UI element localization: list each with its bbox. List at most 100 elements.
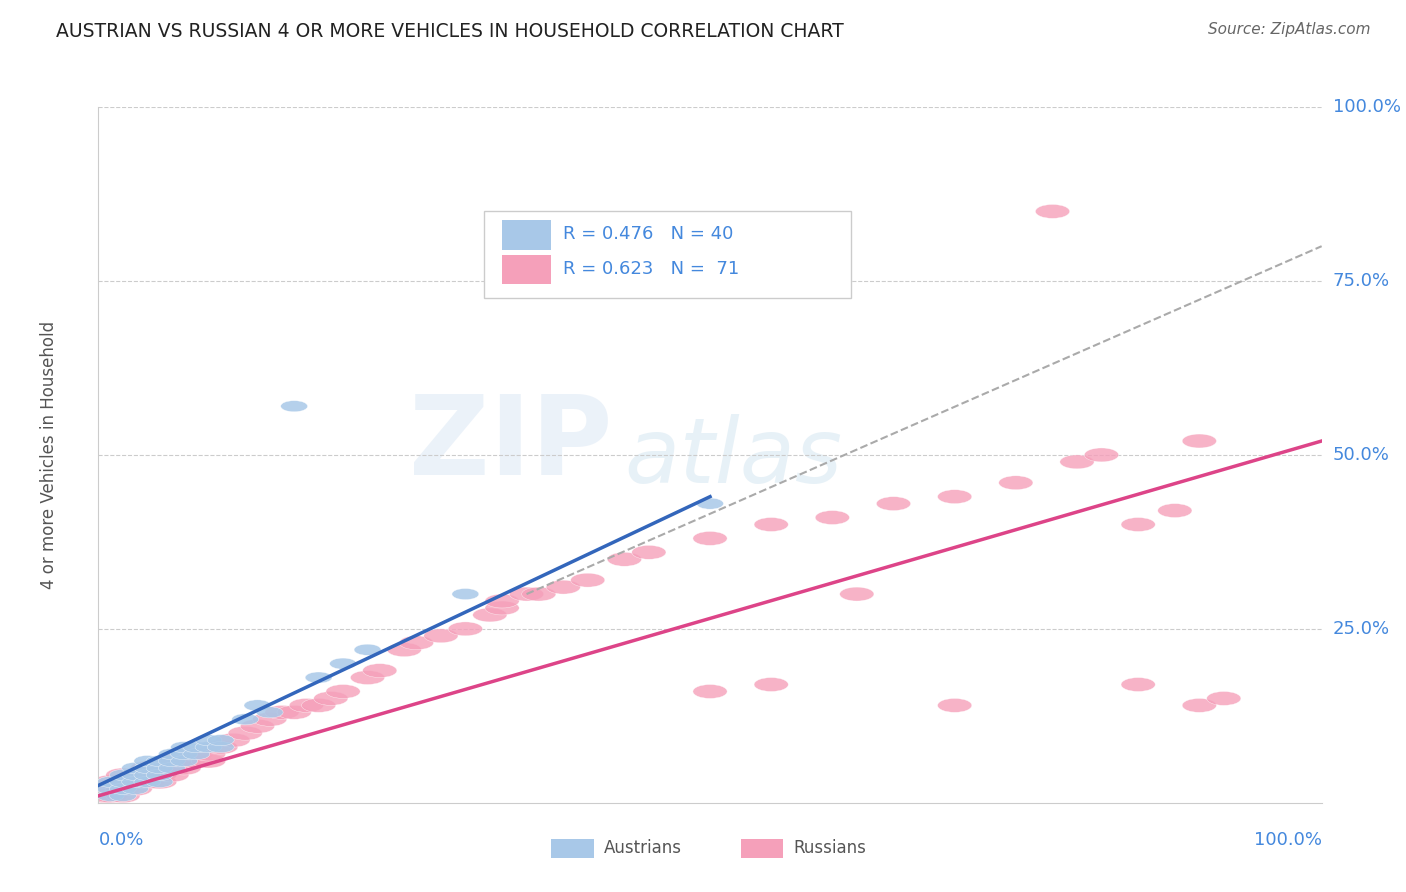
Ellipse shape	[363, 664, 396, 678]
Ellipse shape	[159, 756, 186, 766]
Ellipse shape	[290, 698, 323, 713]
Text: 75.0%: 75.0%	[1333, 272, 1391, 290]
Ellipse shape	[97, 783, 124, 795]
Ellipse shape	[195, 741, 222, 753]
Ellipse shape	[204, 740, 238, 754]
Ellipse shape	[546, 580, 581, 594]
Ellipse shape	[105, 768, 141, 782]
Ellipse shape	[305, 672, 332, 683]
Ellipse shape	[122, 763, 149, 773]
Ellipse shape	[97, 790, 124, 801]
Text: 100.0%: 100.0%	[1333, 98, 1400, 116]
Ellipse shape	[183, 741, 209, 753]
Ellipse shape	[122, 783, 149, 795]
Ellipse shape	[122, 776, 149, 788]
Ellipse shape	[301, 698, 336, 713]
Ellipse shape	[155, 761, 188, 775]
Ellipse shape	[815, 510, 849, 524]
Ellipse shape	[131, 761, 165, 775]
Ellipse shape	[179, 754, 214, 768]
Text: 0.0%: 0.0%	[98, 830, 143, 848]
Ellipse shape	[876, 497, 911, 510]
Ellipse shape	[1206, 691, 1241, 706]
Ellipse shape	[571, 574, 605, 587]
Ellipse shape	[167, 754, 201, 768]
Ellipse shape	[105, 775, 141, 789]
Ellipse shape	[281, 401, 308, 412]
Ellipse shape	[522, 587, 555, 601]
Text: R = 0.476   N = 40: R = 0.476 N = 40	[564, 226, 734, 244]
Ellipse shape	[387, 643, 422, 657]
Ellipse shape	[329, 658, 357, 669]
Ellipse shape	[131, 775, 165, 789]
Ellipse shape	[183, 748, 209, 760]
Ellipse shape	[485, 594, 519, 608]
Ellipse shape	[451, 589, 479, 599]
Ellipse shape	[170, 756, 197, 766]
Ellipse shape	[472, 608, 508, 622]
FancyBboxPatch shape	[741, 839, 783, 858]
Ellipse shape	[170, 741, 197, 753]
Ellipse shape	[485, 601, 519, 615]
Ellipse shape	[1084, 448, 1119, 462]
Ellipse shape	[693, 684, 727, 698]
Ellipse shape	[110, 776, 136, 788]
Ellipse shape	[207, 735, 235, 746]
Ellipse shape	[155, 754, 188, 768]
Ellipse shape	[607, 552, 641, 566]
Ellipse shape	[105, 782, 141, 796]
Ellipse shape	[256, 706, 283, 718]
Ellipse shape	[264, 706, 299, 719]
Text: 4 or more Vehicles in Household: 4 or more Vehicles in Household	[41, 321, 59, 589]
Text: AUSTRIAN VS RUSSIAN 4 OR MORE VEHICLES IN HOUSEHOLD CORRELATION CHART: AUSTRIAN VS RUSSIAN 4 OR MORE VEHICLES I…	[56, 22, 844, 41]
Ellipse shape	[693, 532, 727, 545]
Ellipse shape	[314, 691, 347, 706]
FancyBboxPatch shape	[551, 839, 593, 858]
Ellipse shape	[122, 770, 149, 780]
Ellipse shape	[354, 644, 381, 656]
Ellipse shape	[1182, 434, 1216, 448]
Ellipse shape	[159, 748, 186, 760]
Ellipse shape	[754, 678, 789, 691]
Ellipse shape	[1121, 678, 1156, 691]
Ellipse shape	[350, 671, 385, 684]
Ellipse shape	[118, 775, 152, 789]
Ellipse shape	[118, 768, 152, 782]
Ellipse shape	[191, 754, 225, 768]
Ellipse shape	[134, 770, 160, 780]
Ellipse shape	[155, 768, 188, 782]
Ellipse shape	[938, 490, 972, 504]
Text: Source: ZipAtlas.com: Source: ZipAtlas.com	[1208, 22, 1371, 37]
Ellipse shape	[1035, 204, 1070, 219]
Ellipse shape	[87, 789, 122, 803]
Ellipse shape	[142, 768, 177, 782]
Text: atlas: atlas	[624, 415, 842, 502]
Ellipse shape	[232, 714, 259, 725]
Ellipse shape	[240, 719, 274, 733]
Text: Austrians: Austrians	[603, 839, 682, 857]
Ellipse shape	[134, 763, 160, 773]
Ellipse shape	[131, 768, 165, 782]
Text: 25.0%: 25.0%	[1333, 620, 1391, 638]
Ellipse shape	[207, 741, 235, 753]
Ellipse shape	[277, 706, 311, 719]
Ellipse shape	[134, 776, 160, 788]
Ellipse shape	[146, 763, 173, 773]
Ellipse shape	[191, 747, 225, 761]
Ellipse shape	[1157, 504, 1192, 517]
Ellipse shape	[449, 622, 482, 636]
Ellipse shape	[839, 587, 875, 601]
Ellipse shape	[228, 726, 263, 740]
Ellipse shape	[631, 545, 666, 559]
Text: 50.0%: 50.0%	[1333, 446, 1389, 464]
Ellipse shape	[167, 761, 201, 775]
Text: ZIP: ZIP	[409, 391, 612, 498]
FancyBboxPatch shape	[502, 255, 551, 285]
Ellipse shape	[1182, 698, 1216, 713]
Ellipse shape	[110, 783, 136, 795]
Ellipse shape	[253, 713, 287, 726]
Ellipse shape	[94, 789, 128, 803]
Ellipse shape	[509, 587, 544, 601]
Ellipse shape	[118, 782, 152, 796]
Ellipse shape	[110, 770, 136, 780]
